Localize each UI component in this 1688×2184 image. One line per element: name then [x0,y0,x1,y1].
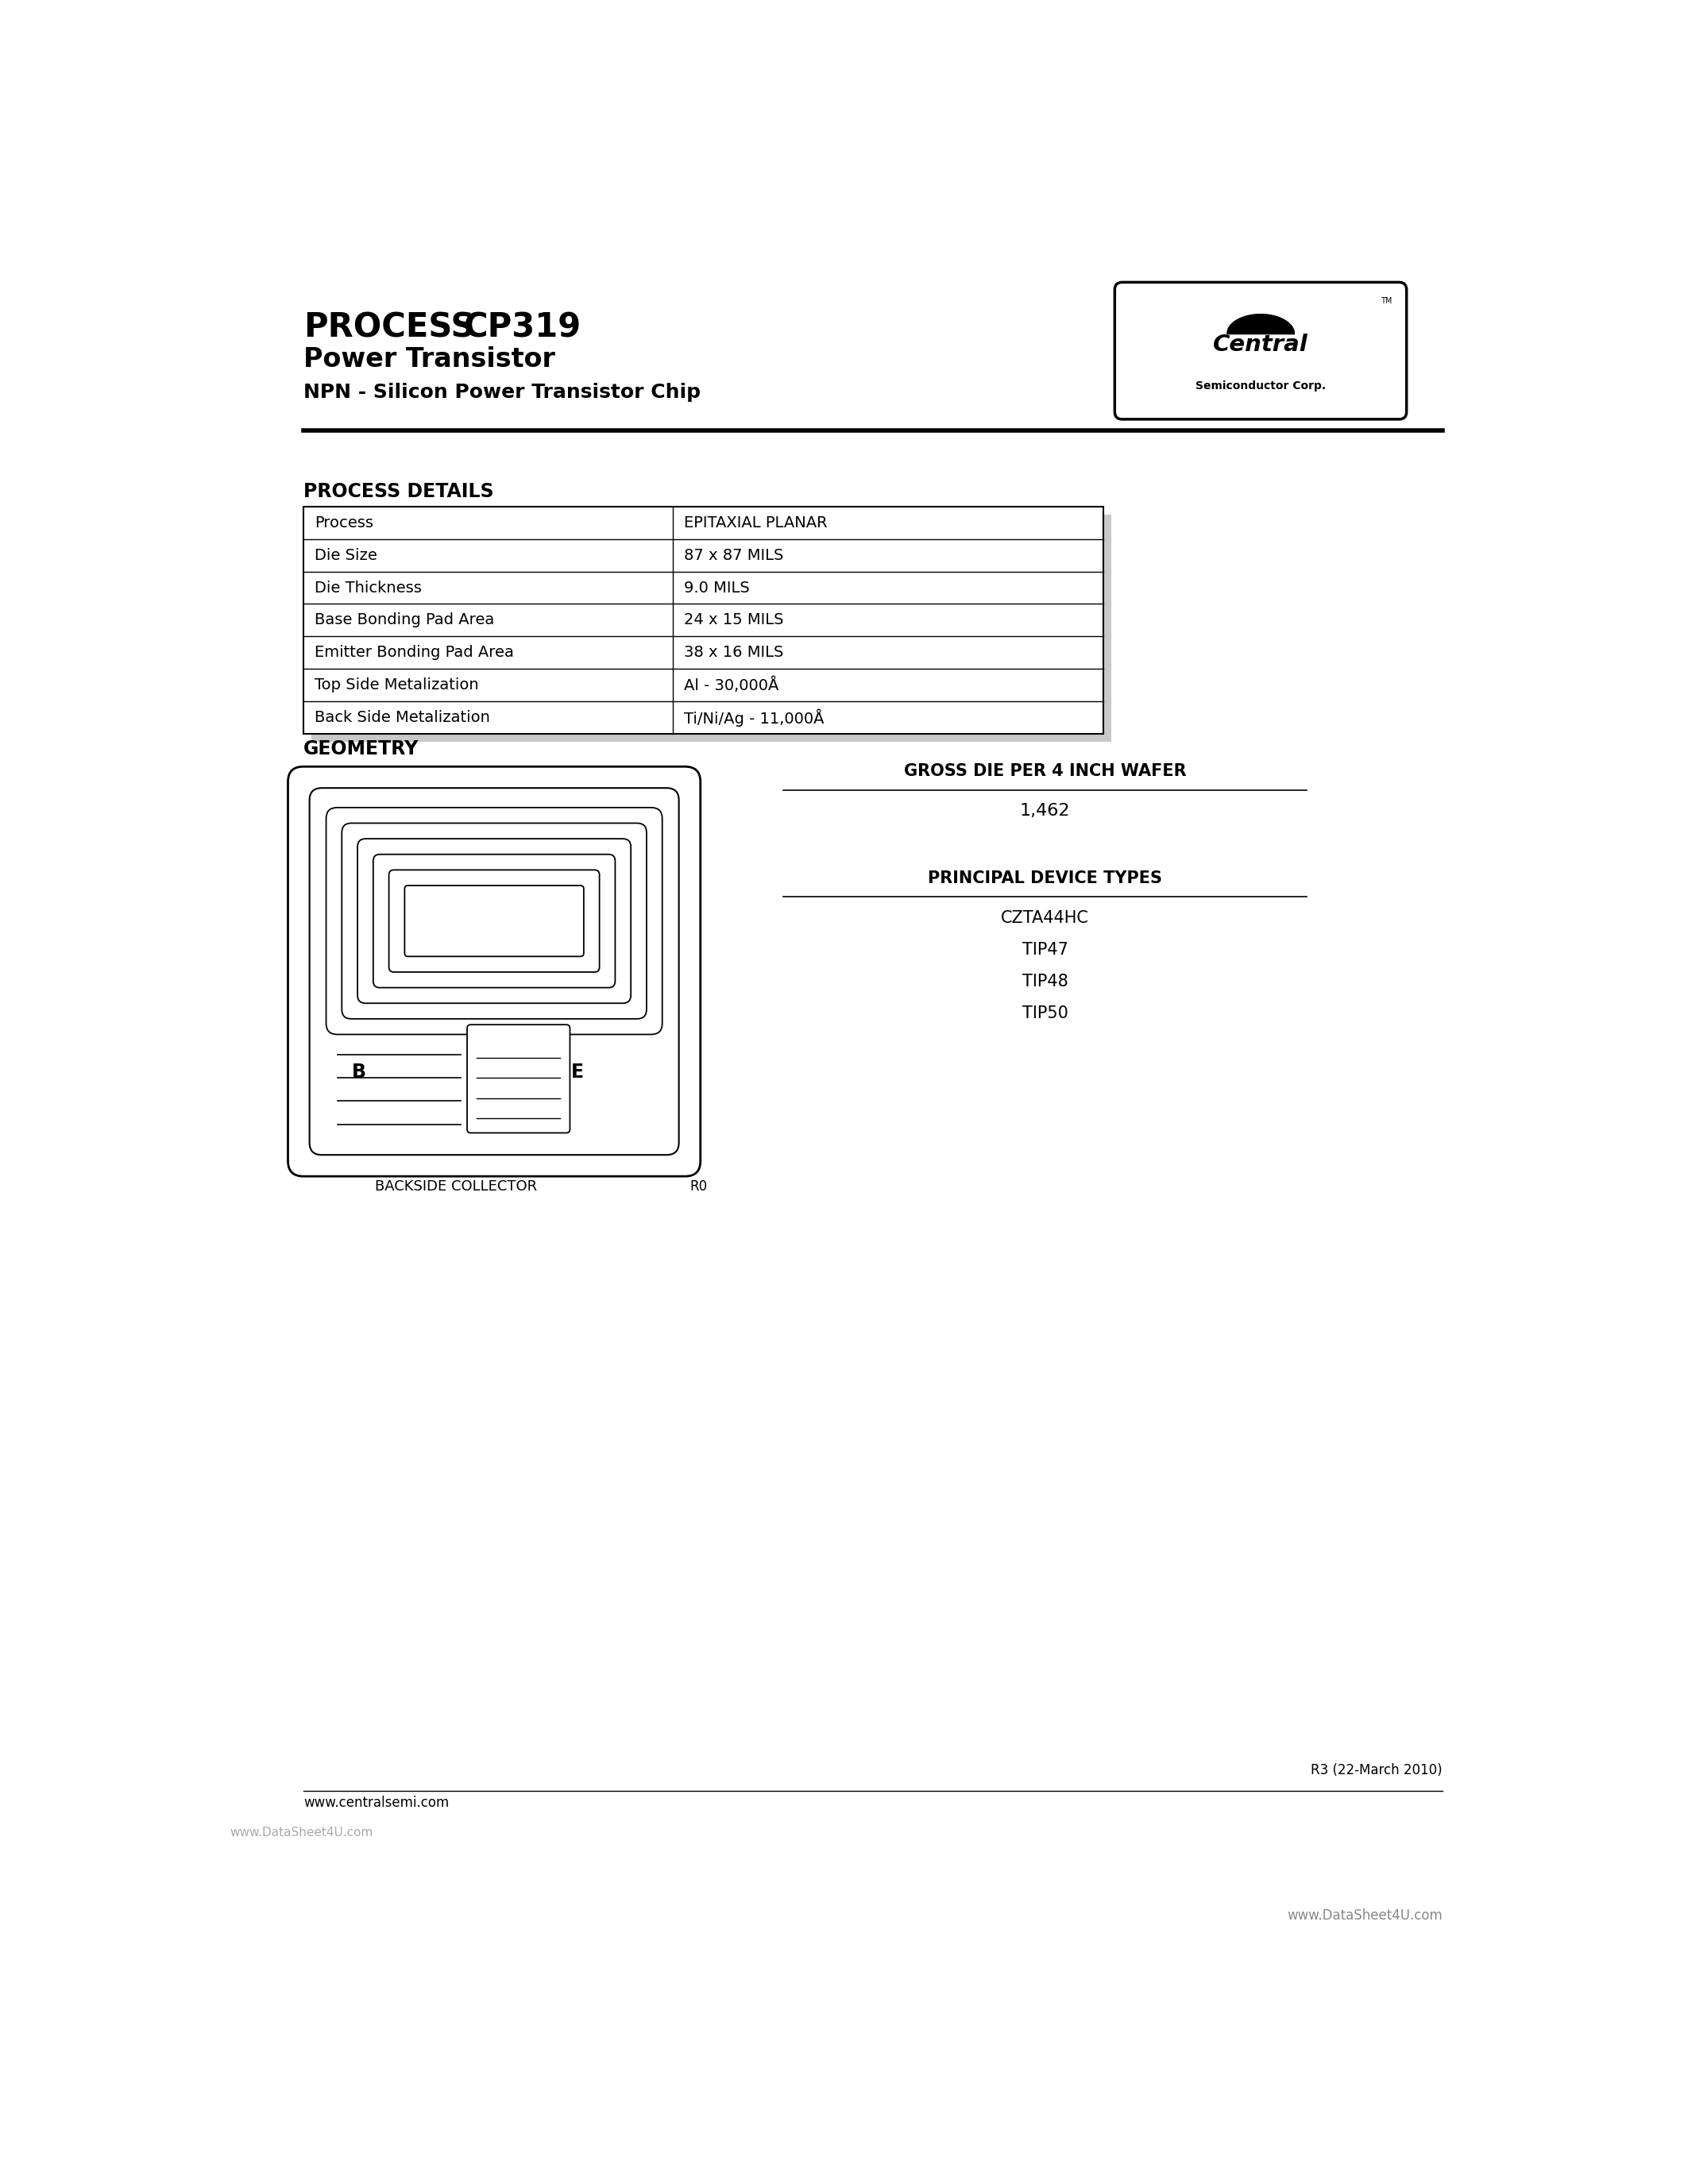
Text: TIP47: TIP47 [1023,941,1069,959]
Text: Process: Process [314,515,373,531]
Text: www.DataSheet4U.com: www.DataSheet4U.com [1286,1909,1442,1922]
FancyBboxPatch shape [326,808,662,1035]
Text: 1,462: 1,462 [1020,804,1070,819]
Text: PRINCIPAL DEVICE TYPES: PRINCIPAL DEVICE TYPES [928,871,1163,887]
Text: E: E [571,1064,584,1081]
Text: Die Size: Die Size [314,548,376,563]
FancyBboxPatch shape [341,823,647,1018]
Text: Power Transistor: Power Transistor [304,347,555,373]
Text: Ti/Ni/Ag - 11,000Å: Ti/Ni/Ag - 11,000Å [684,708,824,727]
FancyBboxPatch shape [405,885,584,957]
Text: EPITAXIAL PLANAR: EPITAXIAL PLANAR [684,515,827,531]
Text: TM: TM [1381,297,1393,306]
Text: CP319: CP319 [464,310,581,345]
Bar [304,507,1104,734]
Text: Top Side Metalization: Top Side Metalization [314,677,479,692]
Text: www.centralsemi.com: www.centralsemi.com [304,1795,449,1811]
FancyBboxPatch shape [358,839,631,1002]
FancyBboxPatch shape [289,767,701,1177]
Text: Central: Central [1214,334,1308,356]
Text: 38 x 16 MILS: 38 x 16 MILS [684,644,783,660]
Text: Die Thickness: Die Thickness [314,581,422,596]
Text: R3 (22-March 2010): R3 (22-March 2010) [1310,1762,1442,1778]
Text: BACKSIDE COLLECTOR: BACKSIDE COLLECTOR [375,1179,537,1195]
Bar [311,515,1112,743]
Text: CZTA44HC: CZTA44HC [1001,911,1089,926]
FancyBboxPatch shape [309,788,679,1155]
Text: R0: R0 [690,1179,707,1195]
Text: Semiconductor Corp.: Semiconductor Corp. [1195,380,1325,391]
Text: TIP48: TIP48 [1023,974,1069,989]
Text: PROCESS DETAILS: PROCESS DETAILS [304,483,493,502]
FancyBboxPatch shape [373,854,614,987]
Text: Back Side Metalization: Back Side Metalization [314,710,490,725]
Text: Al - 30,000Å: Al - 30,000Å [684,677,778,692]
Text: www.DataSheet4U.com: www.DataSheet4U.com [230,1826,373,1839]
Text: NPN - Silicon Power Transistor Chip: NPN - Silicon Power Transistor Chip [304,382,701,402]
Bar [304,507,1104,734]
FancyBboxPatch shape [1114,282,1406,419]
Text: Base Bonding Pad Area: Base Bonding Pad Area [314,612,495,627]
Text: PROCESS: PROCESS [304,310,474,345]
Text: 9.0 MILS: 9.0 MILS [684,581,749,596]
Text: GEOMETRY: GEOMETRY [304,738,419,758]
Text: Emitter Bonding Pad Area: Emitter Bonding Pad Area [314,644,513,660]
FancyBboxPatch shape [468,1024,571,1133]
Text: 24 x 15 MILS: 24 x 15 MILS [684,612,783,627]
Text: TIP50: TIP50 [1023,1005,1069,1022]
FancyBboxPatch shape [388,869,599,972]
Text: GROSS DIE PER 4 INCH WAFER: GROSS DIE PER 4 INCH WAFER [905,764,1187,780]
Text: B: B [351,1064,366,1081]
Text: 87 x 87 MILS: 87 x 87 MILS [684,548,783,563]
